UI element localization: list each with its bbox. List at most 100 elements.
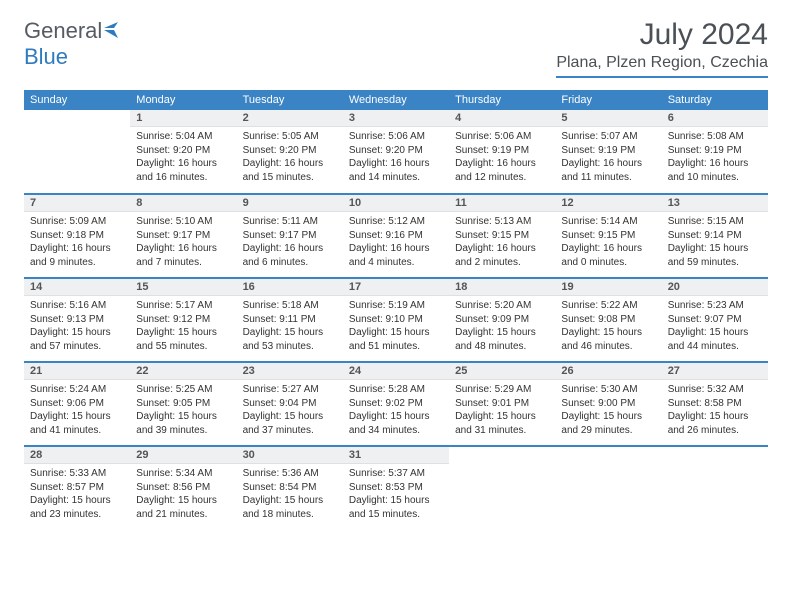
daylight-line: Daylight: 16 hours and 2 minutes. (455, 242, 549, 269)
sunset-line: Sunset: 9:19 PM (668, 144, 762, 158)
day-number: 2 (237, 110, 343, 127)
flag-icon (104, 18, 124, 44)
calendar-cell: 31Sunrise: 5:37 AMSunset: 8:53 PMDayligh… (343, 446, 449, 530)
daylight-line: Daylight: 16 hours and 0 minutes. (561, 242, 655, 269)
calendar-cell: 1Sunrise: 5:04 AMSunset: 9:20 PMDaylight… (130, 110, 236, 194)
sunset-line: Sunset: 9:12 PM (136, 313, 230, 327)
sunset-line: Sunset: 9:18 PM (30, 229, 124, 243)
calendar-cell: 24Sunrise: 5:28 AMSunset: 9:02 PMDayligh… (343, 362, 449, 446)
sunrise-line: Sunrise: 5:12 AM (349, 215, 443, 229)
daylight-line: Daylight: 15 hours and 46 minutes. (561, 326, 655, 353)
sunset-line: Sunset: 9:07 PM (668, 313, 762, 327)
daylight-line: Daylight: 15 hours and 18 minutes. (243, 494, 337, 521)
calendar-cell (662, 446, 768, 530)
sunset-line: Sunset: 9:14 PM (668, 229, 762, 243)
day-number: 26 (555, 363, 661, 380)
sunrise-line: Sunrise: 5:05 AM (243, 130, 337, 144)
daylight-line: Daylight: 16 hours and 9 minutes. (30, 242, 124, 269)
daylight-line: Daylight: 15 hours and 51 minutes. (349, 326, 443, 353)
sunset-line: Sunset: 9:15 PM (455, 229, 549, 243)
day-number: 23 (237, 363, 343, 380)
day-number: 9 (237, 195, 343, 212)
calendar-cell: 25Sunrise: 5:29 AMSunset: 9:01 PMDayligh… (449, 362, 555, 446)
daylight-line: Daylight: 15 hours and 41 minutes. (30, 410, 124, 437)
daylight-line: Daylight: 15 hours and 26 minutes. (668, 410, 762, 437)
day-number: 22 (130, 363, 236, 380)
brand-logo: General Blue (24, 18, 124, 70)
daylight-line: Daylight: 15 hours and 44 minutes. (668, 326, 762, 353)
location-rule: Plana, Plzen Region, Czechia (556, 54, 768, 78)
calendar-head: SundayMondayTuesdayWednesdayThursdayFrid… (24, 90, 768, 110)
sunset-line: Sunset: 8:54 PM (243, 481, 337, 495)
day-details: Sunrise: 5:06 AMSunset: 9:19 PMDaylight:… (449, 127, 555, 188)
day-details: Sunrise: 5:27 AMSunset: 9:04 PMDaylight:… (237, 380, 343, 441)
day-details: Sunrise: 5:13 AMSunset: 9:15 PMDaylight:… (449, 212, 555, 273)
calendar-cell: 10Sunrise: 5:12 AMSunset: 9:16 PMDayligh… (343, 194, 449, 278)
day-number: 31 (343, 447, 449, 464)
day-number: 17 (343, 279, 449, 296)
sunrise-line: Sunrise: 5:13 AM (455, 215, 549, 229)
calendar-cell: 11Sunrise: 5:13 AMSunset: 9:15 PMDayligh… (449, 194, 555, 278)
day-number: 29 (130, 447, 236, 464)
day-details: Sunrise: 5:06 AMSunset: 9:20 PMDaylight:… (343, 127, 449, 188)
day-number: 14 (24, 279, 130, 296)
calendar-cell: 6Sunrise: 5:08 AMSunset: 9:19 PMDaylight… (662, 110, 768, 194)
weekday-header: Wednesday (343, 90, 449, 110)
header: General Blue July 2024 Plana, Plzen Regi… (24, 18, 768, 78)
sunrise-line: Sunrise: 5:36 AM (243, 467, 337, 481)
calendar-week: 1Sunrise: 5:04 AMSunset: 9:20 PMDaylight… (24, 110, 768, 194)
sunrise-line: Sunrise: 5:20 AM (455, 299, 549, 313)
sunrise-line: Sunrise: 5:24 AM (30, 383, 124, 397)
sunset-line: Sunset: 9:15 PM (561, 229, 655, 243)
daylight-line: Daylight: 16 hours and 15 minutes. (243, 157, 337, 184)
sunset-line: Sunset: 9:10 PM (349, 313, 443, 327)
day-details: Sunrise: 5:14 AMSunset: 9:15 PMDaylight:… (555, 212, 661, 273)
sunset-line: Sunset: 8:53 PM (349, 481, 443, 495)
day-details: Sunrise: 5:20 AMSunset: 9:09 PMDaylight:… (449, 296, 555, 357)
sunrise-line: Sunrise: 5:30 AM (561, 383, 655, 397)
sunrise-line: Sunrise: 5:34 AM (136, 467, 230, 481)
calendar-cell: 19Sunrise: 5:22 AMSunset: 9:08 PMDayligh… (555, 278, 661, 362)
day-number: 21 (24, 363, 130, 380)
calendar-cell: 2Sunrise: 5:05 AMSunset: 9:20 PMDaylight… (237, 110, 343, 194)
day-details: Sunrise: 5:37 AMSunset: 8:53 PMDaylight:… (343, 464, 449, 525)
day-number: 11 (449, 195, 555, 212)
sunset-line: Sunset: 9:17 PM (243, 229, 337, 243)
day-number: 3 (343, 110, 449, 127)
day-details: Sunrise: 5:19 AMSunset: 9:10 PMDaylight:… (343, 296, 449, 357)
calendar-cell (24, 110, 130, 194)
calendar-cell: 27Sunrise: 5:32 AMSunset: 8:58 PMDayligh… (662, 362, 768, 446)
day-details: Sunrise: 5:05 AMSunset: 9:20 PMDaylight:… (237, 127, 343, 188)
day-number: 18 (449, 279, 555, 296)
day-details: Sunrise: 5:15 AMSunset: 9:14 PMDaylight:… (662, 212, 768, 273)
calendar-cell: 4Sunrise: 5:06 AMSunset: 9:19 PMDaylight… (449, 110, 555, 194)
day-number: 12 (555, 195, 661, 212)
day-details: Sunrise: 5:11 AMSunset: 9:17 PMDaylight:… (237, 212, 343, 273)
title-block: July 2024 Plana, Plzen Region, Czechia (556, 18, 768, 78)
day-number: 4 (449, 110, 555, 127)
calendar-cell (449, 446, 555, 530)
calendar-cell: 29Sunrise: 5:34 AMSunset: 8:56 PMDayligh… (130, 446, 236, 530)
day-details: Sunrise: 5:09 AMSunset: 9:18 PMDaylight:… (24, 212, 130, 273)
sunset-line: Sunset: 9:19 PM (455, 144, 549, 158)
day-details: Sunrise: 5:28 AMSunset: 9:02 PMDaylight:… (343, 380, 449, 441)
calendar-cell: 28Sunrise: 5:33 AMSunset: 8:57 PMDayligh… (24, 446, 130, 530)
sunrise-line: Sunrise: 5:08 AM (668, 130, 762, 144)
calendar-table: SundayMondayTuesdayWednesdayThursdayFrid… (24, 90, 768, 530)
sunrise-line: Sunrise: 5:18 AM (243, 299, 337, 313)
daylight-line: Daylight: 15 hours and 21 minutes. (136, 494, 230, 521)
sunrise-line: Sunrise: 5:06 AM (455, 130, 549, 144)
daylight-line: Daylight: 15 hours and 34 minutes. (349, 410, 443, 437)
calendar-cell: 13Sunrise: 5:15 AMSunset: 9:14 PMDayligh… (662, 194, 768, 278)
day-details: Sunrise: 5:36 AMSunset: 8:54 PMDaylight:… (237, 464, 343, 525)
day-number: 13 (662, 195, 768, 212)
calendar-body: 1Sunrise: 5:04 AMSunset: 9:20 PMDaylight… (24, 110, 768, 530)
daylight-line: Daylight: 15 hours and 53 minutes. (243, 326, 337, 353)
sunset-line: Sunset: 9:05 PM (136, 397, 230, 411)
sunrise-line: Sunrise: 5:06 AM (349, 130, 443, 144)
daylight-line: Daylight: 15 hours and 29 minutes. (561, 410, 655, 437)
day-number: 1 (130, 110, 236, 127)
daylight-line: Daylight: 16 hours and 16 minutes. (136, 157, 230, 184)
calendar-cell: 15Sunrise: 5:17 AMSunset: 9:12 PMDayligh… (130, 278, 236, 362)
sunrise-line: Sunrise: 5:04 AM (136, 130, 230, 144)
